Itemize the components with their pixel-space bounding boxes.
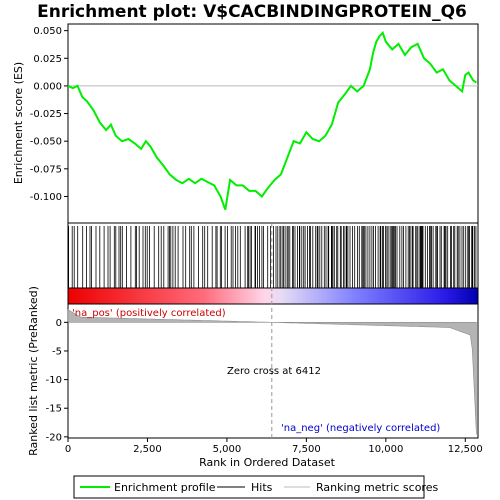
x-tick-label: 2,500 bbox=[133, 444, 162, 455]
metric-tick-label: -15 bbox=[46, 404, 62, 415]
chart-title: Enrichment plot: V$CACBINDINGPROTEIN_Q6 bbox=[37, 2, 467, 22]
es-tick-label: 0.000 bbox=[33, 81, 62, 92]
metric-tick-label: -20 bbox=[46, 432, 62, 443]
es-tick-label: 0.050 bbox=[33, 26, 62, 37]
legend-label-hits: Hits bbox=[251, 481, 273, 494]
x-axis: 0 2,500 5,000 7,500 10,000 12,500 bbox=[65, 438, 483, 455]
x-axis-label: Rank in Ordered Dataset bbox=[199, 456, 336, 469]
metric-tick-label: 0 bbox=[56, 318, 62, 329]
es-tick-label: -0.050 bbox=[30, 137, 62, 148]
metric-axis: 0 -5 -10 -15 -20 bbox=[46, 318, 68, 443]
es-panel: 0.0500.0250.000-0.025-0.050-0.075-0.100 … bbox=[12, 23, 479, 224]
legend-label-metric: Ranking metric scores bbox=[316, 481, 438, 494]
ranking-metric-area bbox=[67, 309, 477, 435]
es-tick-label: 0.025 bbox=[33, 54, 62, 65]
x-tick-label: 7,500 bbox=[292, 444, 321, 455]
metric-tick-label: -10 bbox=[46, 375, 62, 386]
rank-colorbar bbox=[67, 287, 479, 305]
hits-panel bbox=[67, 222, 479, 289]
es-axis-label: Enrichment score (ES) bbox=[12, 62, 25, 184]
metric-panel: 0 -5 -10 -15 -20 'na_pos' (positively correl… bbox=[27, 224, 479, 456]
x-tick-label: 0 bbox=[65, 444, 71, 455]
legend-label-enrichment: Enrichment profile bbox=[114, 481, 216, 494]
es-tick-label: -0.025 bbox=[30, 109, 62, 120]
enrichment-profile-line bbox=[67, 30, 477, 211]
pos-correlated-label: 'na_pos' (positively correlated) bbox=[72, 308, 226, 319]
x-tick-label: 10,000 bbox=[368, 444, 403, 455]
legend: Enrichment profile Hits Ranking metric s… bbox=[73, 475, 438, 499]
x-tick-label: 5,000 bbox=[213, 444, 242, 455]
zero-cross-label: Zero cross at 6412 bbox=[227, 366, 321, 377]
es-axis: 0.050 0.025 0.000 -0.025 -0.050 -0.075 -0.100 bbox=[30, 26, 68, 203]
hits-marks bbox=[68, 226, 477, 288]
neg-correlated-label: 'na_neg' (negatively correlated) bbox=[281, 423, 440, 434]
metric-axis-label: Ranked list metric (PreRanked) bbox=[27, 286, 40, 456]
metric-tick-label: -5 bbox=[52, 346, 62, 357]
x-tick-label: 12,500 bbox=[448, 444, 483, 455]
es-tick-label: -0.100 bbox=[30, 192, 62, 203]
es-tick-label: -0.075 bbox=[30, 164, 62, 175]
